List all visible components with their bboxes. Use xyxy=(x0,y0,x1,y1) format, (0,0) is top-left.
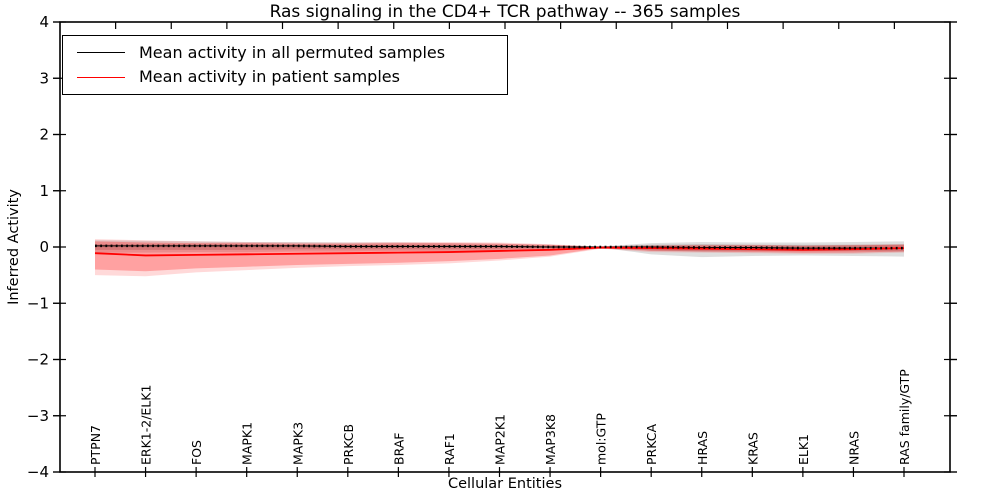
x-tick-label: ERK1-2/ELK1 xyxy=(139,385,154,465)
x-tick-label: KRAS xyxy=(745,432,760,465)
legend-line-permuted-icon xyxy=(77,52,125,54)
y-tick-label: 2 xyxy=(39,126,49,144)
y-tick-label: −1 xyxy=(27,294,49,312)
x-tick-label: BRAF xyxy=(391,433,406,466)
legend-label-patient: Mean activity in patient samples xyxy=(139,67,400,87)
y-tick-label: 4 xyxy=(39,13,49,31)
y-tick-label: −3 xyxy=(27,407,49,425)
legend-item-permuted: Mean activity in all permuted samples xyxy=(63,42,507,62)
y-tick-label: −4 xyxy=(27,463,49,481)
x-tick-label: PRKCA xyxy=(644,424,659,465)
legend: Mean activity in all permuted samples Me… xyxy=(62,35,508,95)
x-tick-label: RAF1 xyxy=(442,433,457,465)
x-tick-label: NRAS xyxy=(846,431,861,465)
y-tick-label: 0 xyxy=(39,238,49,256)
legend-line-patient-icon xyxy=(77,76,125,78)
x-tick-label: HRAS xyxy=(695,431,710,465)
x-tick-label: MAPK3 xyxy=(290,422,305,465)
y-tick-label: 1 xyxy=(39,182,49,200)
permuted-band-outer xyxy=(95,240,904,258)
legend-item-patient: Mean activity in patient samples xyxy=(63,69,507,85)
patient-mean-line xyxy=(94,246,905,257)
x-tick-label: FOS xyxy=(189,440,204,465)
permuted-mean-line xyxy=(95,245,904,249)
x-tick-label: ELK1 xyxy=(796,434,811,465)
y-tick-label: −2 xyxy=(27,351,49,369)
x-axis-label: Cellular Entities xyxy=(447,476,563,492)
x-tick-label: PTPN7 xyxy=(88,425,103,465)
x-tick-label: MAPK1 xyxy=(240,422,255,465)
x-tick-label: MAP3K8 xyxy=(543,414,558,465)
x-tick-label: RAS family/GTP xyxy=(897,369,912,465)
chart-title: Ras signaling in the CD4+ TCR pathway --… xyxy=(269,2,741,22)
legend-label-permuted: Mean activity in all permuted samples xyxy=(139,42,446,62)
y-tick-label: 3 xyxy=(39,69,49,87)
x-tick-label: MAP2K1 xyxy=(493,414,508,465)
x-tick-label: mol:GTP xyxy=(594,413,609,465)
x-tick-label: PRKCB xyxy=(341,424,356,465)
